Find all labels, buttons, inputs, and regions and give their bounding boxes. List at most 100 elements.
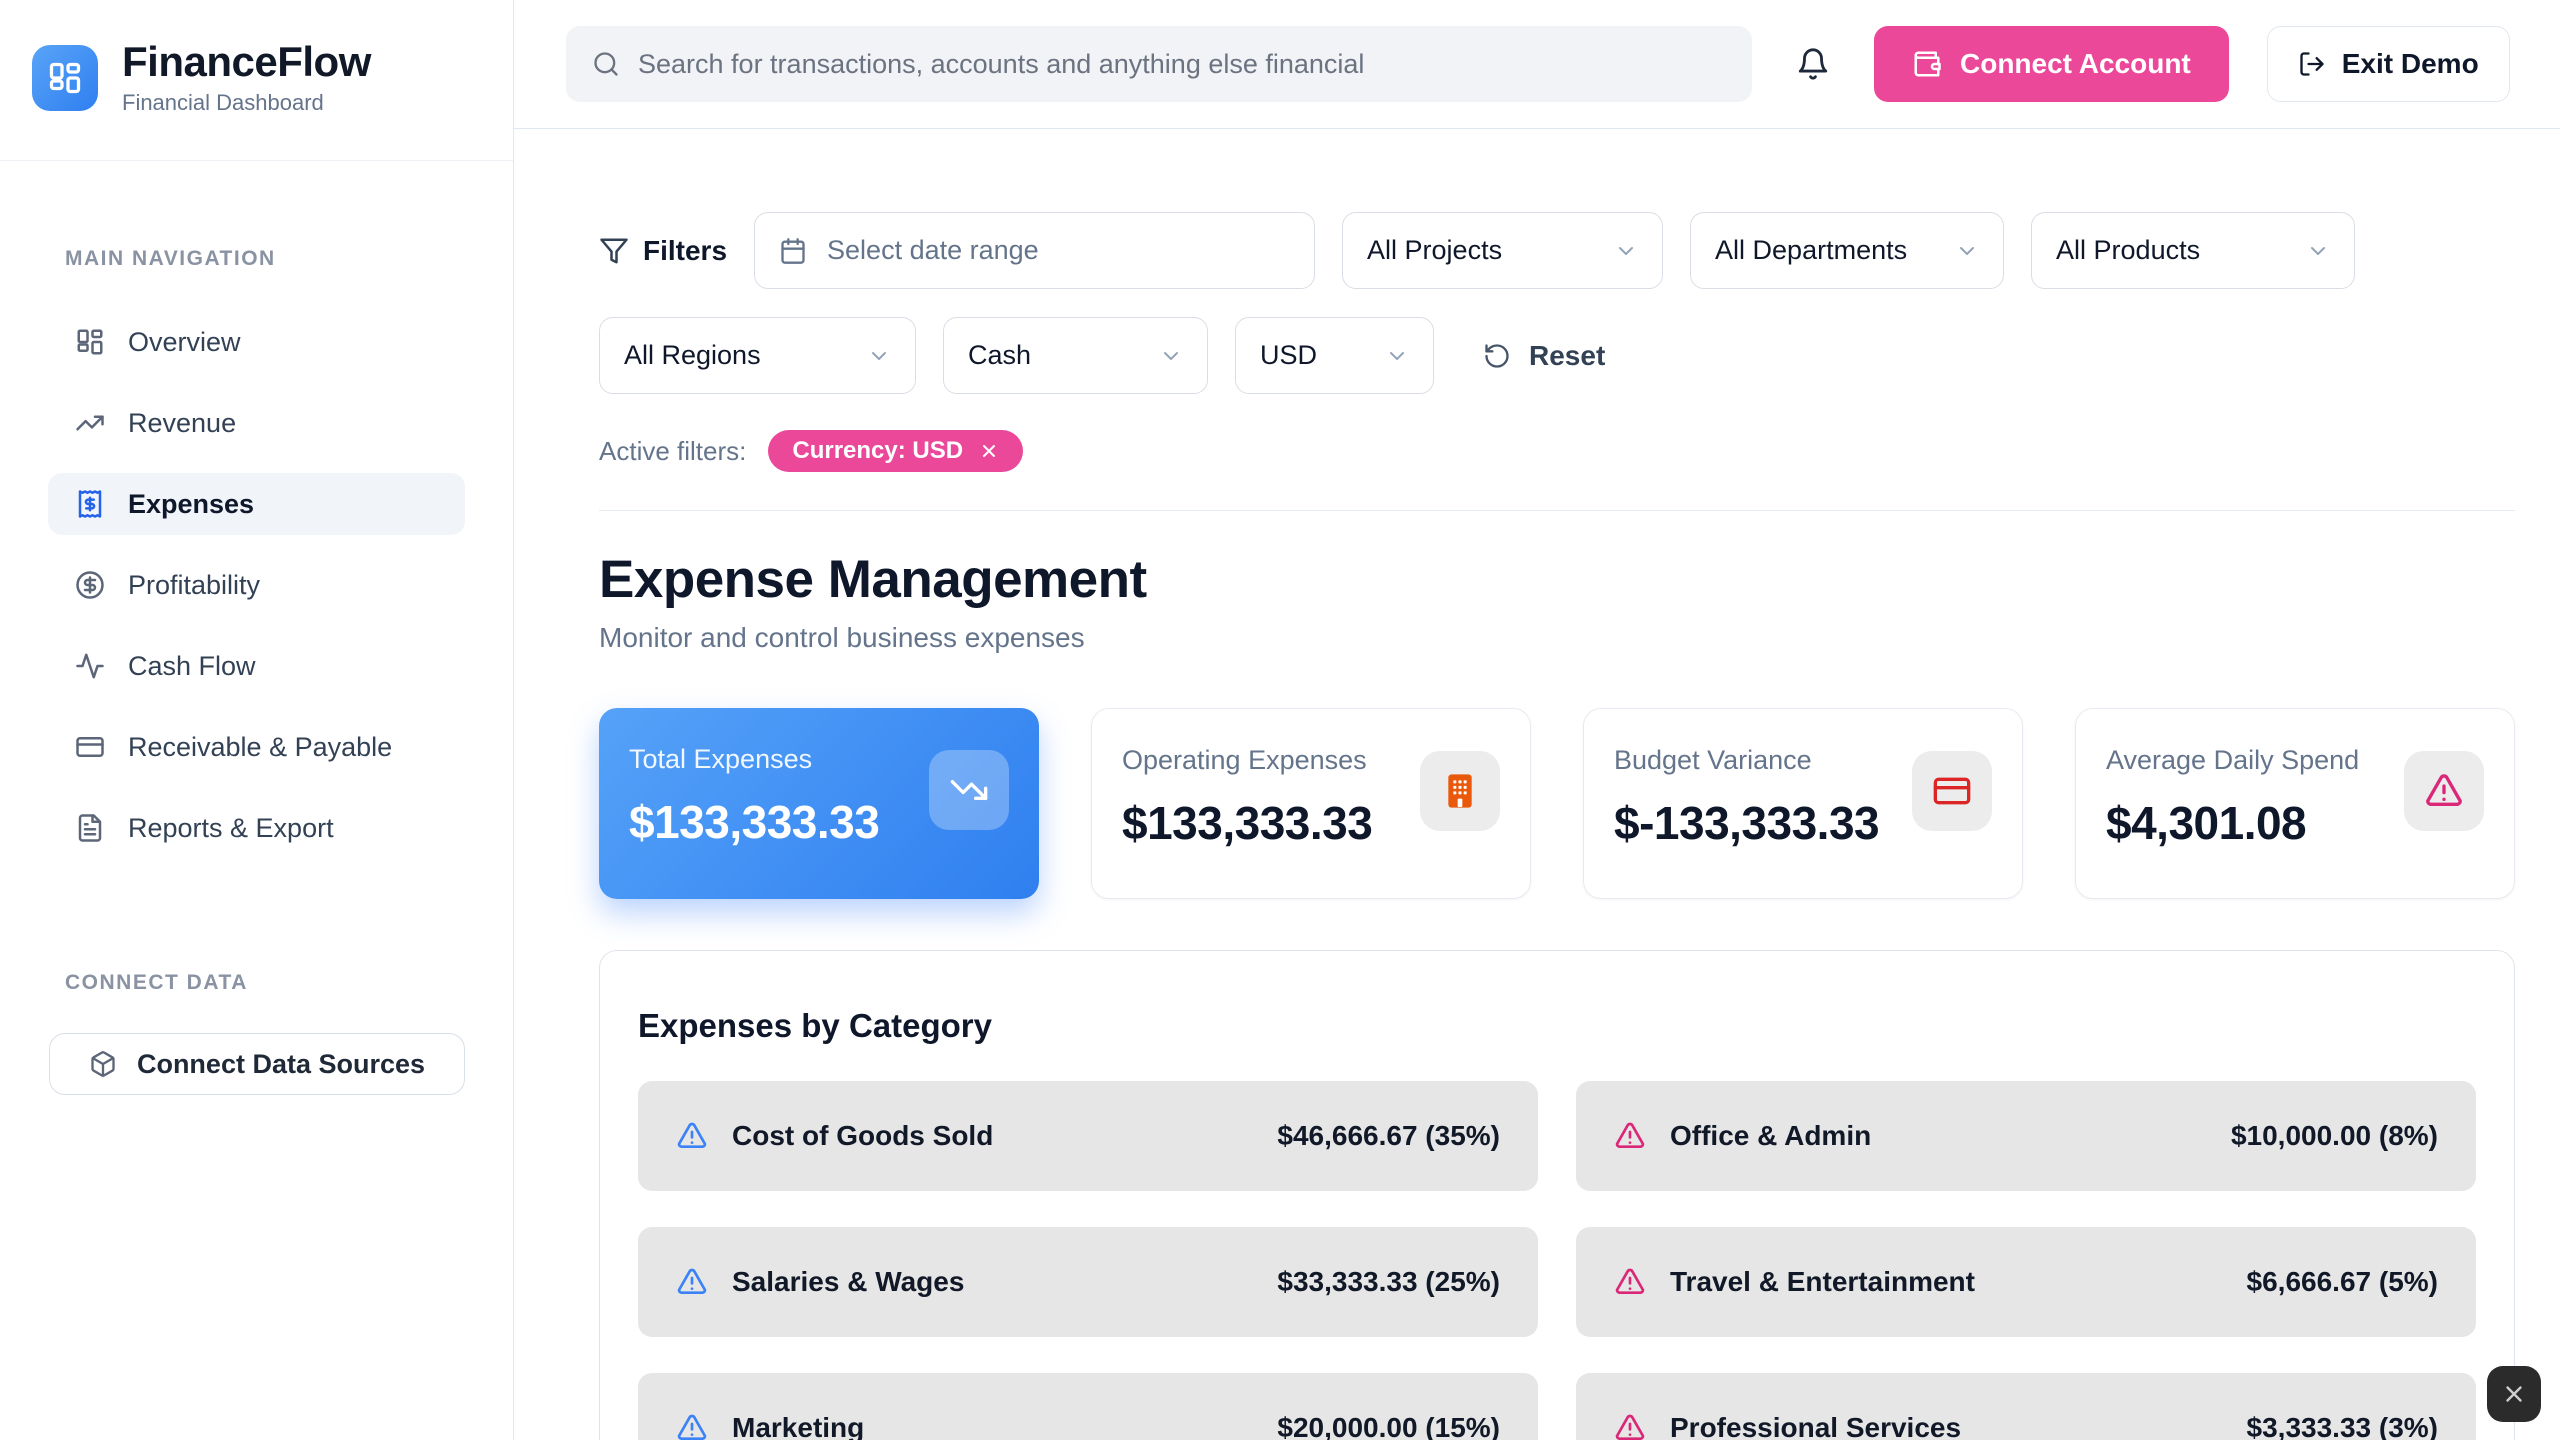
category-name: Professional Services <box>1670 1412 1962 1440</box>
stat-card-operating-expenses: Operating Expenses $133,333.33 <box>1091 708 1531 899</box>
close-icon[interactable] <box>979 441 999 461</box>
package-icon <box>91 1051 115 1077</box>
sidebar-item-label: Cash Flow <box>128 650 256 681</box>
chevron-down-icon <box>1390 351 1404 360</box>
category-value: $46,666.67 (35%) <box>1277 1120 1500 1151</box>
category-value: $3,333.33 (3%) <box>2246 1412 2438 1440</box>
file-text-icon <box>78 814 102 842</box>
sidebar-item-revenue[interactable]: Revenue <box>48 392 465 454</box>
page-title: Expense Management <box>599 550 1147 609</box>
trending-down-icon <box>950 780 988 800</box>
stat-card-total-expenses: Total Expenses $133,333.33 <box>599 708 1039 899</box>
connect-data-sources-button[interactable]: Connect Data Sources <box>49 1033 465 1096</box>
category-row-travel-entertainment: Travel & Entertainment $6,666.67 (5%) <box>1576 1227 2476 1337</box>
sidebar-item-expenses[interactable]: Expenses <box>48 473 465 536</box>
credit-card-icon <box>76 737 104 758</box>
chevron-down-icon <box>1960 246 1975 255</box>
sidebar-item-cash-flow[interactable]: Cash Flow <box>48 635 465 697</box>
categories-title: Expenses by Category <box>638 1007 992 1044</box>
category-value: $20,000.00 (15%) <box>1277 1412 1500 1440</box>
category-name: Travel & Entertainment <box>1670 1266 1975 1297</box>
chevron-down-icon <box>1164 351 1178 360</box>
stats-grid: Total Expenses $133,333.33 Operating Exp… <box>599 708 2515 899</box>
credit-card-icon <box>1933 777 1971 805</box>
stat-icon-box <box>1912 751 1992 831</box>
sidebar: FinanceFlow Financial Dashboard MAIN NAV… <box>0 0 514 1440</box>
sidebar-item-label: Profitability <box>128 569 261 600</box>
log-out-icon <box>2300 52 2324 76</box>
notifications-button[interactable] <box>1790 41 1836 87</box>
wallet-icon <box>1914 51 1941 77</box>
alert-triangle-icon <box>1615 1414 1645 1440</box>
stat-value: $-133,333.33 <box>1614 797 1880 849</box>
category-row-cost-of-goods-sold: Cost of Goods Sold $46,666.67 (35%) <box>638 1081 1538 1191</box>
stat-label: Total Expenses <box>629 744 813 774</box>
sidebar-item-label: Expenses <box>128 488 255 519</box>
stat-label: Average Daily Spend <box>2106 745 2360 775</box>
exit-demo-button[interactable]: Exit Demo <box>2266 26 2510 102</box>
regions-select[interactable]: All Regions <box>599 317 916 394</box>
bell-icon <box>1798 48 1828 80</box>
currency-filter-chip[interactable]: Currency: USD <box>768 430 1024 472</box>
alert-triangle-icon <box>2426 774 2462 806</box>
sidebar-item-label: Receivable & Payable <box>128 731 393 762</box>
categories-grid: Cost of Goods Sold $46,666.67 (35%) Offi… <box>638 1081 2476 1440</box>
departments-select[interactable]: All Departments <box>1690 212 2005 289</box>
connect-account-button[interactable]: Connect Account <box>1874 26 2229 102</box>
alert-triangle-icon <box>1615 1122 1645 1148</box>
page-subtitle: Monitor and control business expenses <box>599 622 1085 653</box>
sidebar-item-label: Reports & Export <box>128 812 334 843</box>
payment-method-select[interactable]: Cash <box>943 317 1208 394</box>
alert-triangle-icon <box>677 1414 707 1440</box>
search-input[interactable] <box>638 48 1726 80</box>
brand-header: FinanceFlow Financial Dashboard <box>0 0 513 162</box>
chevron-down-icon <box>1619 246 1634 255</box>
sidebar-item-receivable-payable[interactable]: Receivable & Payable <box>48 716 465 778</box>
sidebar-item-overview[interactable]: Overview <box>48 311 465 373</box>
category-name: Office & Admin <box>1670 1120 1872 1151</box>
close-overlay-button[interactable] <box>2487 1366 2541 1422</box>
stat-value: $4,301.08 <box>2106 797 2307 849</box>
category-name: Salaries & Wages <box>732 1266 965 1297</box>
category-row-salaries-wages: Salaries & Wages $33,333.33 (25%) <box>638 1227 1538 1337</box>
stat-value: $133,333.33 <box>1122 797 1373 849</box>
currency-select[interactable]: USD <box>1235 317 1434 394</box>
reset-filters-button[interactable]: Reset <box>1483 340 1605 372</box>
alert-triangle-icon <box>677 1122 707 1148</box>
date-range-input[interactable]: Select date range <box>754 212 1316 289</box>
filter-icon <box>600 238 628 263</box>
sidebar-item-label: Overview <box>128 326 241 357</box>
category-name: Marketing <box>732 1412 865 1440</box>
stat-value: $133,333.33 <box>629 796 880 848</box>
products-select[interactable]: All Products <box>2031 212 2356 289</box>
calendar-icon <box>781 237 805 264</box>
stat-label: Budget Variance <box>1614 745 1812 775</box>
main-navigation: Overview Revenue Expenses Profitability … <box>48 311 465 859</box>
active-filters: Active filters: Currency: USD <box>599 430 2515 472</box>
stat-card-average-daily-spend: Average Daily Spend $4,301.08 <box>2075 708 2515 899</box>
stat-icon-box <box>2404 751 2484 831</box>
brand-name: FinanceFlow <box>122 38 371 85</box>
stat-icon-box <box>1420 751 1500 831</box>
nav-section-label: MAIN NAVIGATION <box>65 247 276 271</box>
topbar: Connect Account Exit Demo <box>514 0 2560 129</box>
category-row-marketing: Marketing $20,000.00 (15%) <box>638 1373 1538 1440</box>
filters-row-1: Filters Select date range All Projects A… <box>599 212 2515 289</box>
category-row-office-admin: Office & Admin $10,000.00 (8%) <box>1576 1081 2476 1191</box>
brand-tagline: Financial Dashboard <box>122 90 324 116</box>
alert-triangle-icon <box>677 1268 707 1294</box>
sidebar-item-profitability[interactable]: Profitability <box>48 554 465 616</box>
dashboard-icon <box>77 329 103 355</box>
global-search[interactable] <box>566 26 1752 102</box>
filters-label: Filters <box>599 235 727 267</box>
stat-label: Operating Expenses <box>1122 745 1367 775</box>
connect-data-section-label: CONNECT DATA <box>65 971 248 995</box>
category-value: $33,333.33 (25%) <box>1277 1266 1500 1297</box>
sidebar-item-reports-export[interactable]: Reports & Export <box>48 797 465 859</box>
projects-select[interactable]: All Projects <box>1342 212 1664 289</box>
rotate-ccw-icon <box>1485 343 1509 368</box>
category-value: $10,000.00 (8%) <box>2230 1120 2438 1151</box>
main-content: Filters Select date range All Projects A… <box>514 129 2560 1440</box>
chevron-down-icon <box>2311 246 2326 255</box>
category-name: Cost of Goods Sold <box>732 1120 994 1151</box>
